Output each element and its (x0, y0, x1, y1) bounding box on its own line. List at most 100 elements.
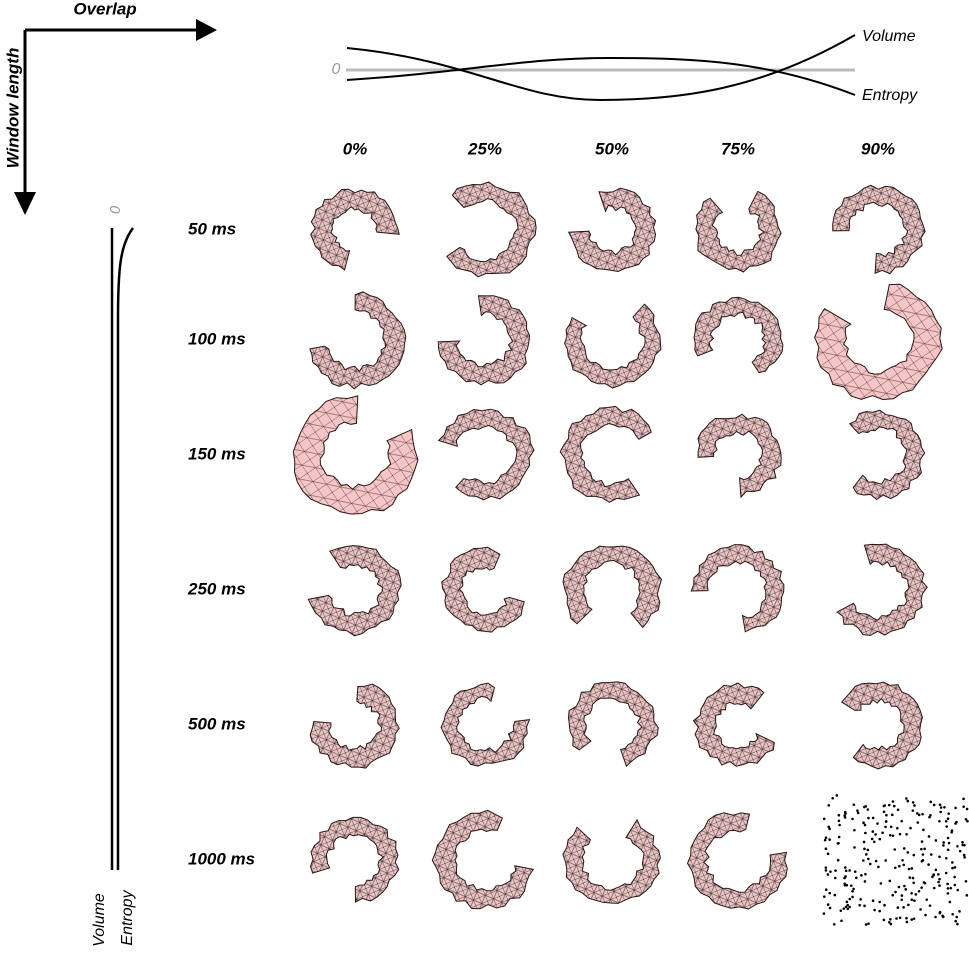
overlap-label: Overlap (73, 0, 136, 18)
point (878, 837, 882, 841)
point (924, 913, 927, 917)
point (932, 873, 935, 876)
point (894, 890, 897, 894)
point (889, 922, 893, 926)
column-label: 75% (721, 139, 755, 158)
point (937, 873, 940, 876)
point (946, 817, 950, 821)
point (891, 800, 895, 803)
point (888, 920, 891, 924)
mesh-shape (564, 303, 662, 389)
point (938, 803, 942, 807)
point (937, 880, 940, 884)
point (890, 813, 894, 817)
point (922, 828, 925, 832)
point (848, 897, 852, 901)
mesh-shape (441, 546, 525, 633)
mesh-shape (437, 408, 535, 501)
point (921, 859, 925, 862)
mesh-shape (292, 395, 419, 515)
mesh-shape (446, 181, 537, 278)
point (822, 895, 826, 898)
point (864, 805, 868, 808)
point (919, 908, 922, 911)
point (963, 856, 966, 859)
point (939, 810, 942, 814)
point (958, 849, 962, 853)
point (884, 859, 887, 862)
mesh-shape (562, 545, 663, 629)
point (863, 823, 867, 827)
point (874, 833, 877, 836)
point (893, 866, 897, 870)
point (946, 836, 950, 840)
point (883, 903, 886, 907)
point (912, 853, 916, 857)
point (911, 876, 915, 880)
point (938, 884, 941, 887)
point (923, 847, 926, 851)
point (828, 838, 831, 841)
point (863, 880, 867, 883)
point (938, 911, 942, 915)
point (954, 919, 957, 923)
point (912, 881, 915, 885)
point (882, 804, 886, 808)
point (930, 853, 933, 856)
mesh-shape (690, 544, 785, 633)
point (953, 866, 957, 869)
point (908, 876, 912, 879)
point (898, 832, 902, 836)
point (888, 879, 892, 883)
mesh-shape (686, 812, 788, 910)
point (838, 823, 841, 827)
point (962, 805, 965, 808)
point (858, 903, 861, 907)
point (837, 841, 840, 845)
mesh-shape (814, 283, 943, 401)
point (836, 858, 840, 862)
mesh-shape (309, 291, 407, 390)
point (864, 872, 867, 876)
mesh-shape (692, 682, 775, 767)
point (954, 806, 957, 810)
point (874, 859, 878, 863)
point (856, 811, 860, 815)
point (961, 840, 964, 844)
point (947, 841, 951, 845)
point (871, 899, 875, 903)
point (866, 848, 870, 852)
point (867, 857, 870, 861)
point (826, 873, 830, 876)
point (910, 867, 914, 870)
point (892, 804, 896, 808)
point (905, 920, 909, 924)
point (893, 848, 897, 851)
point (879, 882, 883, 885)
top-curves (346, 34, 856, 102)
point (872, 840, 876, 844)
point (953, 883, 957, 887)
point (946, 848, 950, 852)
point (910, 898, 914, 901)
point (910, 918, 914, 921)
mesh-shape (848, 409, 926, 501)
point (829, 870, 832, 873)
point (938, 855, 941, 859)
point (824, 847, 828, 851)
point (948, 900, 952, 904)
mesh-shape (695, 190, 782, 273)
row-label: 1000 ms (188, 849, 255, 868)
mesh-shape (440, 682, 531, 767)
point (929, 800, 933, 804)
mesh-shape (309, 816, 400, 903)
point (965, 894, 969, 897)
point (906, 799, 910, 803)
point (843, 882, 846, 886)
point (848, 869, 851, 872)
point (938, 819, 941, 823)
point (891, 893, 895, 897)
point (966, 819, 969, 823)
point (906, 851, 910, 854)
column-label: 50% (595, 139, 629, 158)
